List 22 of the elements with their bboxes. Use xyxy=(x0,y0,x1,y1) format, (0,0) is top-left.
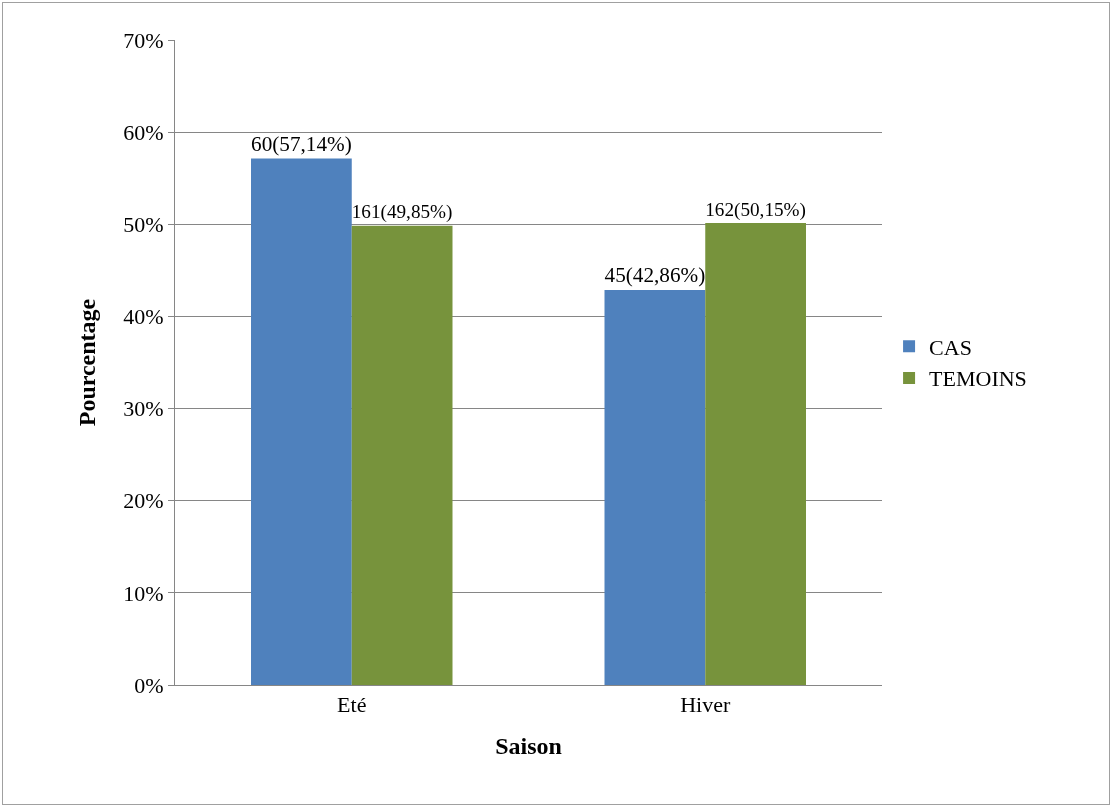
y-tick-label: 60% xyxy=(123,119,164,145)
data-label: 161(49,85%) xyxy=(351,201,453,224)
y-tick-label: 30% xyxy=(123,396,164,422)
legend-label: TEMOINS xyxy=(929,366,1027,392)
y-tick-label: 70% xyxy=(123,27,164,53)
x-tick-label: Hiver xyxy=(680,692,731,718)
bar xyxy=(705,222,806,685)
y-tick-label: 50% xyxy=(123,211,164,237)
y-tick-label: 20% xyxy=(123,488,164,514)
data-label: 45(42,86%) xyxy=(604,263,706,288)
bar xyxy=(351,225,453,685)
y-axis-title: Pourcentage xyxy=(74,298,101,427)
bar xyxy=(604,290,706,685)
y-tick-label: 0% xyxy=(134,672,164,698)
x-tick-label: Eté xyxy=(337,692,367,718)
data-label: 162(50,15%) xyxy=(705,198,806,221)
y-tick-label: 10% xyxy=(123,580,164,606)
data-label: 60(57,14%) xyxy=(251,131,352,156)
legend-label: CAS xyxy=(929,334,972,360)
y-tick-label: 40% xyxy=(123,304,164,330)
bar xyxy=(251,158,352,685)
x-axis-title: Saison xyxy=(495,732,562,759)
